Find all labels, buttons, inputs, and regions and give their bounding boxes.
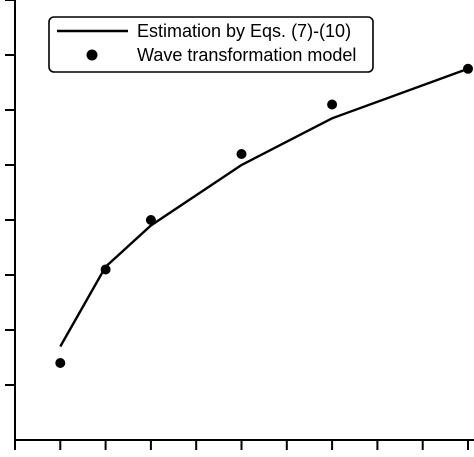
data-point-wave-model bbox=[100, 264, 111, 275]
legend-box bbox=[48, 16, 374, 73]
data-point-wave-model bbox=[463, 63, 473, 74]
legend: Estimation by Eqs. (7)-(10) Wave transfo… bbox=[48, 16, 374, 73]
data-point-wave-model bbox=[55, 358, 66, 368]
data-point-wave-model bbox=[327, 99, 338, 110]
x-ticks bbox=[14, 440, 469, 450]
y-ticks bbox=[5, 0, 15, 386]
axes bbox=[5, 0, 474, 450]
series-layer bbox=[55, 63, 473, 368]
data-point-wave-model bbox=[236, 149, 247, 159]
legend-marker-sample bbox=[86, 49, 98, 61]
series-line-estimation bbox=[59, 67, 469, 348]
legend-label-wave-model: Wave transformation model bbox=[137, 45, 356, 65]
data-point-wave-model bbox=[145, 215, 156, 225]
legend-label-estimation: Estimation by Eqs. (7)-(10) bbox=[137, 21, 351, 41]
